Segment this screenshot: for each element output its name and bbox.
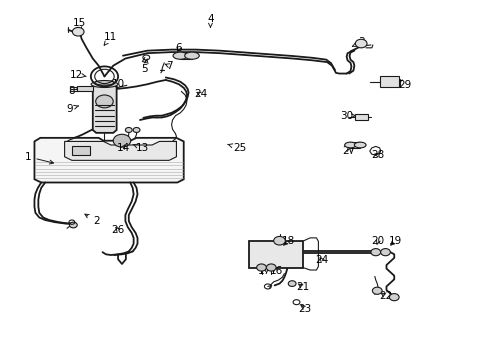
Text: 4: 4	[207, 14, 213, 27]
Circle shape	[380, 249, 389, 256]
Text: 24: 24	[315, 255, 328, 265]
Text: 7: 7	[165, 61, 172, 71]
Circle shape	[96, 95, 113, 108]
Text: 10: 10	[108, 78, 124, 89]
Polygon shape	[77, 86, 93, 91]
Text: 11: 11	[104, 32, 117, 45]
Polygon shape	[93, 84, 116, 133]
Text: 16: 16	[269, 266, 282, 276]
Bar	[379, 76, 398, 87]
Text: 14: 14	[116, 143, 129, 153]
Circle shape	[72, 27, 84, 36]
Circle shape	[287, 281, 295, 287]
Text: 15: 15	[72, 18, 85, 31]
Ellipse shape	[184, 52, 199, 59]
Bar	[355, 113, 367, 120]
Text: 3: 3	[351, 37, 364, 48]
Text: 24: 24	[194, 89, 207, 99]
Circle shape	[388, 294, 398, 301]
Circle shape	[69, 222, 77, 228]
Text: 2: 2	[85, 214, 100, 226]
Bar	[72, 146, 90, 155]
Text: 30: 30	[339, 111, 355, 121]
Circle shape	[113, 134, 130, 147]
Text: 18: 18	[281, 236, 294, 246]
Text: 9: 9	[66, 104, 78, 113]
Text: 29: 29	[395, 80, 411, 90]
Polygon shape	[64, 141, 176, 160]
Text: 12: 12	[70, 69, 86, 80]
Ellipse shape	[95, 81, 114, 85]
Bar	[249, 241, 302, 267]
Text: 13: 13	[133, 143, 149, 153]
Text: 21: 21	[296, 282, 309, 292]
Text: 6: 6	[175, 43, 182, 53]
Text: 23: 23	[298, 303, 311, 314]
Circle shape	[370, 249, 380, 256]
Text: 26: 26	[111, 225, 124, 235]
Text: 28: 28	[371, 150, 384, 160]
Text: 1: 1	[25, 152, 54, 164]
Text: 25: 25	[227, 143, 246, 153]
Polygon shape	[34, 138, 183, 183]
Circle shape	[273, 237, 285, 245]
Text: 27: 27	[342, 147, 355, 157]
Ellipse shape	[173, 52, 187, 59]
Circle shape	[125, 127, 132, 132]
Ellipse shape	[354, 142, 366, 148]
Circle shape	[355, 39, 366, 48]
Ellipse shape	[91, 81, 118, 87]
Circle shape	[256, 264, 266, 271]
Circle shape	[133, 127, 140, 132]
Circle shape	[372, 287, 381, 294]
Ellipse shape	[344, 142, 356, 148]
Text: 19: 19	[388, 236, 401, 246]
Text: 5: 5	[141, 59, 148, 74]
Circle shape	[266, 264, 276, 271]
Text: 8: 8	[68, 86, 81, 96]
Text: 20: 20	[371, 236, 384, 246]
Text: 17: 17	[257, 266, 270, 276]
Text: 22: 22	[378, 291, 391, 301]
